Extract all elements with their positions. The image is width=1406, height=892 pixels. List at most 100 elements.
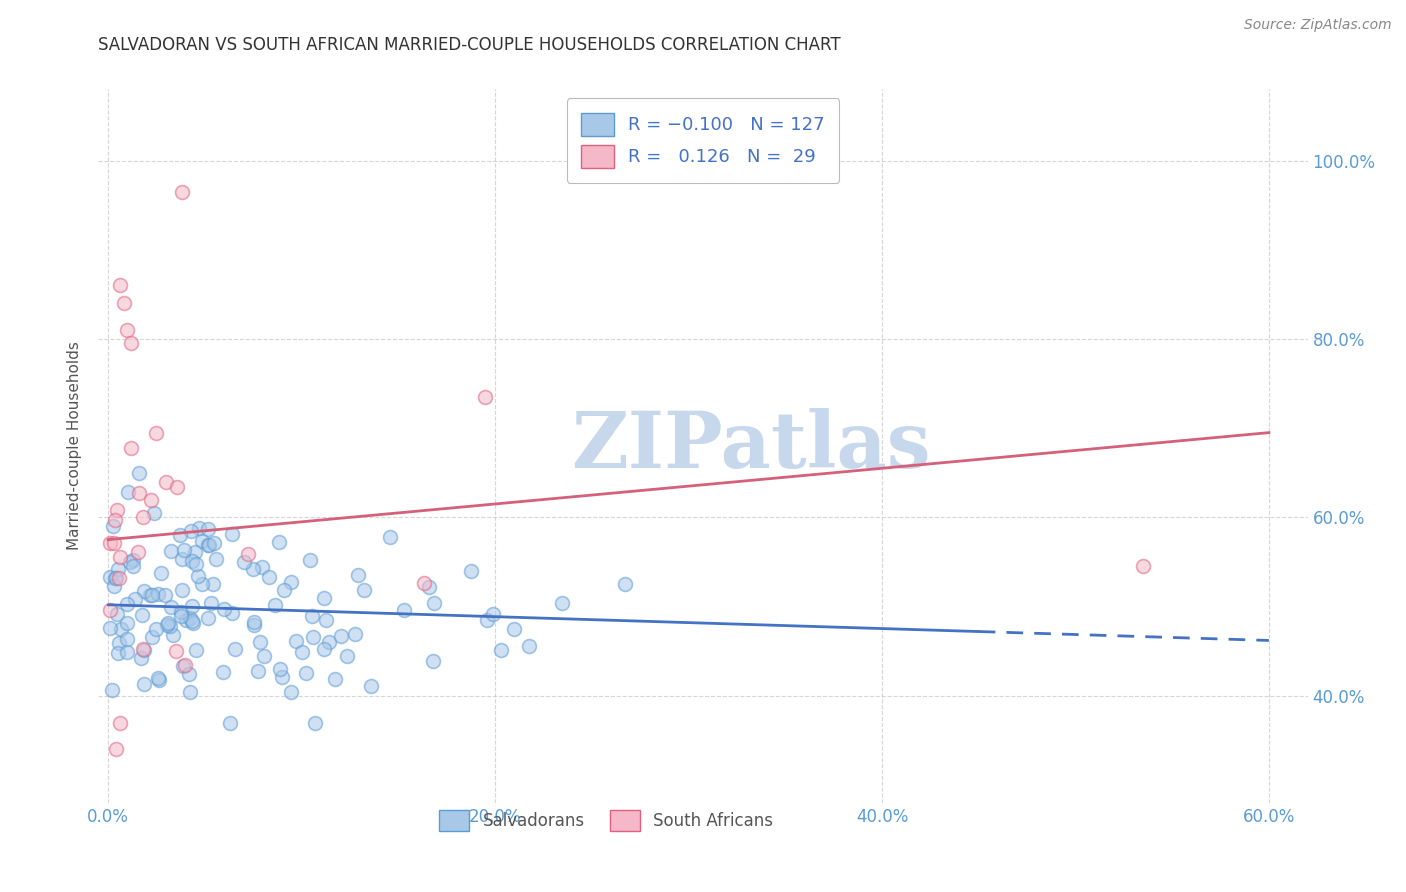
Point: [156, 618, 179, 632]
Point: [191, 534, 214, 549]
Point: [242, 562, 264, 576]
Point: [117, 323, 139, 337]
Point: [98, 570, 121, 584]
Point: [242, 618, 264, 632]
Point: [250, 560, 273, 574]
Point: [104, 571, 127, 585]
Point: [184, 557, 207, 571]
Point: [301, 609, 323, 624]
Point: [127, 545, 149, 559]
Point: [204, 552, 226, 566]
Point: [197, 522, 219, 536]
Point: [180, 554, 202, 568]
Point: [115, 632, 138, 646]
Point: [299, 552, 322, 566]
Point: [112, 296, 135, 310]
Point: [269, 663, 291, 677]
Point: [146, 587, 169, 601]
Point: [103, 579, 125, 593]
Point: [145, 622, 167, 636]
Point: [551, 597, 574, 611]
Point: [104, 742, 127, 756]
Point: [392, 602, 415, 616]
Point: [212, 602, 235, 616]
Point: [132, 643, 155, 657]
Point: [98, 621, 121, 635]
Point: [280, 685, 302, 699]
Point: [174, 613, 197, 627]
Point: [162, 627, 184, 641]
Point: [165, 644, 187, 658]
Point: [153, 588, 176, 602]
Point: [253, 649, 276, 664]
Point: [156, 615, 179, 630]
Point: [131, 641, 153, 656]
Point: [179, 610, 201, 624]
Point: [489, 642, 512, 657]
Point: [233, 555, 256, 569]
Point: [104, 514, 127, 528]
Point: [183, 616, 205, 631]
Point: [418, 580, 440, 594]
Point: [197, 538, 219, 552]
Point: [343, 627, 366, 641]
Point: [170, 582, 193, 597]
Point: [475, 613, 498, 627]
Point: [141, 630, 163, 644]
Point: [224, 641, 246, 656]
Point: [519, 640, 541, 654]
Point: [143, 506, 166, 520]
Point: [122, 559, 145, 574]
Point: [221, 606, 243, 620]
Point: [174, 657, 197, 672]
Point: [129, 651, 152, 665]
Point: [197, 538, 219, 552]
Point: [108, 636, 131, 650]
Point: [170, 609, 193, 624]
Point: [246, 664, 269, 678]
Point: [107, 562, 129, 576]
Point: [318, 634, 340, 648]
Point: [105, 503, 128, 517]
Point: [243, 615, 266, 630]
Point: [482, 607, 505, 621]
Point: [117, 615, 139, 630]
Point: [132, 510, 155, 524]
Y-axis label: Married-couple Households: Married-couple Households: [67, 342, 83, 550]
Point: [107, 646, 129, 660]
Point: [187, 569, 209, 583]
Point: [120, 441, 142, 455]
Point: [170, 185, 193, 199]
Point: [613, 576, 636, 591]
Point: [159, 599, 181, 614]
Point: [315, 613, 337, 627]
Point: [474, 390, 496, 404]
Point: [280, 575, 302, 590]
Point: [249, 635, 271, 649]
Point: [150, 566, 173, 581]
Point: [160, 544, 183, 558]
Point: [302, 630, 325, 644]
Point: [238, 547, 260, 561]
Point: [273, 582, 295, 597]
Point: [172, 552, 194, 566]
Point: [202, 535, 225, 549]
Point: [197, 610, 219, 624]
Point: [312, 642, 335, 657]
Point: [259, 570, 281, 584]
Point: [422, 596, 444, 610]
Legend: Salvadorans, South Africans: Salvadorans, South Africans: [426, 797, 786, 845]
Point: [131, 608, 153, 623]
Point: [105, 607, 128, 621]
Point: [295, 665, 318, 680]
Point: [100, 535, 122, 549]
Point: [312, 591, 335, 606]
Point: [380, 530, 402, 544]
Point: [422, 654, 444, 668]
Point: [221, 526, 243, 541]
Point: [291, 645, 314, 659]
Text: ZIPatlas: ZIPatlas: [572, 408, 931, 484]
Point: [100, 682, 122, 697]
Point: [98, 602, 121, 616]
Point: [108, 715, 131, 730]
